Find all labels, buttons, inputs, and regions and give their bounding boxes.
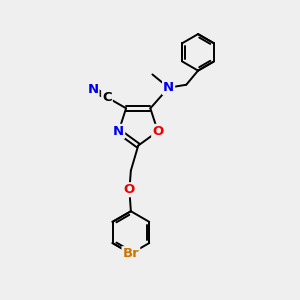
Text: Br: Br xyxy=(122,247,139,260)
Text: N: N xyxy=(87,83,98,96)
Text: C: C xyxy=(102,91,112,104)
Text: O: O xyxy=(152,125,164,138)
Text: O: O xyxy=(124,183,135,196)
Text: N: N xyxy=(113,125,124,138)
Text: N: N xyxy=(163,81,174,94)
